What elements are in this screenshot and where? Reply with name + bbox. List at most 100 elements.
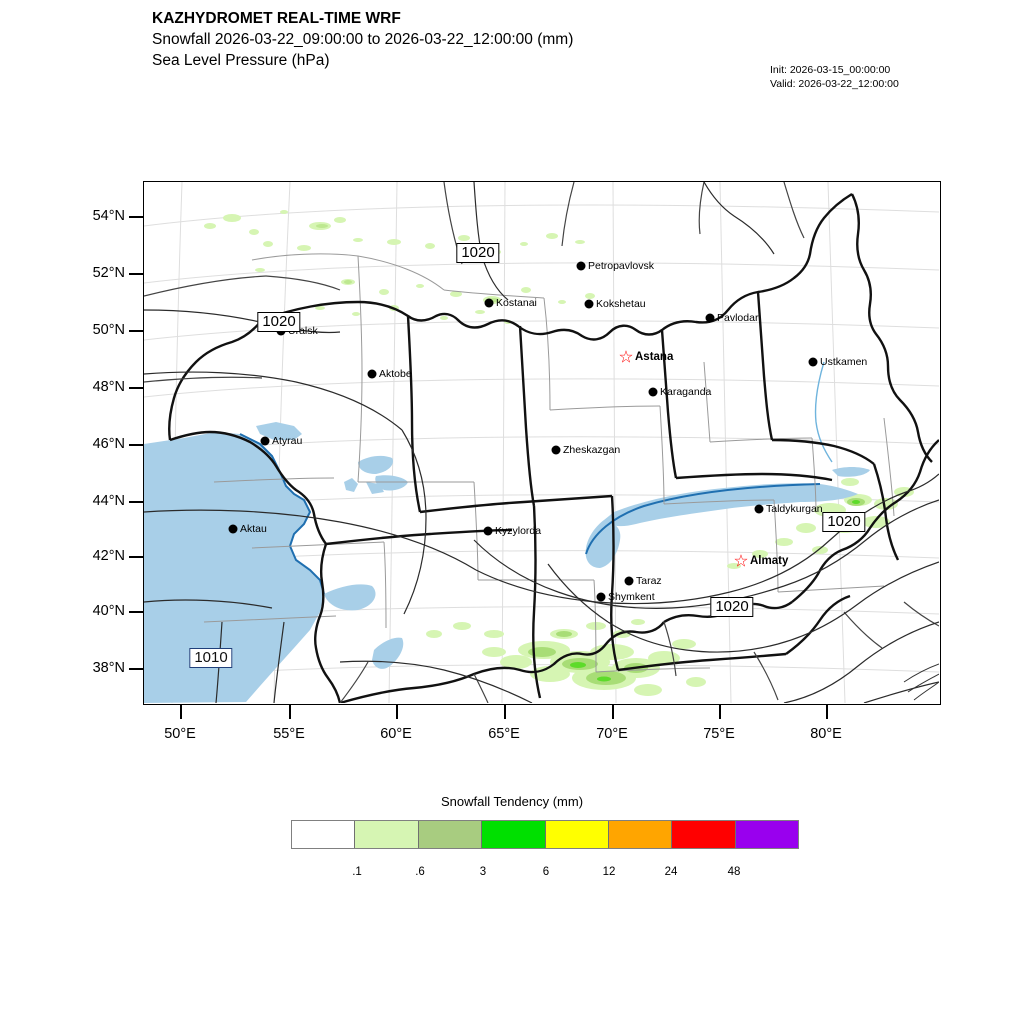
oblast-line-8 (756, 291, 774, 441)
border-kz-west-2 (169, 430, 327, 545)
lat-tick (129, 387, 143, 389)
lon-tick (504, 705, 506, 719)
colorbar-segment-1[interactable] (354, 821, 418, 848)
border-kz-north (261, 192, 853, 341)
oblast-line-4 (532, 505, 542, 699)
colorbar-tick-label: 6 (542, 866, 550, 878)
snowfall-period-title: Snowfall 2026-03-22_09:00:00 to 2026-03-… (152, 31, 574, 48)
isobar-e1 (783, 499, 939, 587)
isobar-s3 (729, 491, 907, 593)
lat-label: 38°N (92, 660, 125, 676)
oblast-line-7 (610, 495, 620, 671)
neighbour-borders (144, 182, 939, 703)
lat-label: 54°N (92, 208, 125, 224)
init-time: Init: 2026-03-15_00:00:00 (770, 64, 891, 76)
isobar-e3 (473, 539, 559, 593)
isobar-far-e (863, 681, 939, 703)
oblast-line-5 (660, 329, 678, 479)
city-label-kokshetau: Kokshetau (596, 298, 646, 310)
lat-label: 48°N (92, 379, 125, 395)
city-marker-dot (624, 576, 634, 586)
lat-label: 50°N (92, 322, 125, 338)
map-graphics (144, 182, 939, 703)
edge-hatching (903, 663, 939, 701)
isobar-value-label: 1010 (189, 648, 233, 668)
isobar-1020-north (473, 182, 509, 301)
lon-label: 60°E (380, 726, 412, 742)
colorbar-tick-label: .6 (415, 866, 425, 878)
city-marker-dot (705, 313, 715, 323)
lon-label: 80°E (810, 726, 842, 742)
oblast-line-13 (872, 463, 900, 561)
city-label-aktobe: Aktobe (379, 368, 412, 380)
city-label-taraz: Taraz (636, 575, 662, 587)
lat-tick (129, 273, 143, 275)
lon-tick (719, 705, 721, 719)
lat-label: 42°N (92, 548, 125, 564)
colorbar[interactable] (291, 820, 799, 849)
country-borders (168, 192, 939, 703)
lat-tick (129, 668, 143, 670)
lake-balkhash-west (585, 520, 621, 568)
lon-tick (396, 705, 398, 719)
model-run-info: Init: 2026-03-15_00:00:00 Valid: 2026-03… (770, 63, 899, 91)
city-marker-dot (484, 298, 494, 308)
isobar-sw1 (144, 599, 273, 609)
colorbar-segment-7[interactable] (734, 821, 798, 848)
snowfall-shading-northwest (204, 210, 595, 324)
city-marker-dot (754, 504, 764, 514)
city-label-ustkamen: Ustkamen (820, 356, 868, 368)
lat-tick (129, 444, 143, 446)
lat-label: 40°N (92, 603, 125, 619)
colorbar-tick-label: .1 (352, 866, 362, 878)
oblast-line-11 (617, 652, 787, 672)
isobar-se2 (607, 621, 779, 653)
lon-label: 50°E (164, 726, 196, 742)
lake-balkhash-shore (585, 483, 821, 555)
city-label-karaganda: Karaganda (660, 386, 712, 398)
isobar-value-label: 1020 (456, 243, 500, 263)
city-marker-dot (551, 445, 561, 455)
isobar-value-label: 1020 (710, 597, 754, 617)
border-kz-cn-south (791, 439, 939, 603)
slp-title: Sea Level Pressure (hPa) (152, 52, 330, 69)
colorbar-tick-label: 48 (727, 866, 741, 878)
lat-label: 52°N (92, 265, 125, 281)
city-label-taldykurgan: Taldykurgan (766, 503, 823, 515)
oblast-line-2 (419, 494, 613, 514)
city-marker-dot (367, 369, 377, 379)
lake-zaysan (832, 467, 870, 477)
isobar-value-label: 1020 (822, 512, 866, 532)
lon-tick (180, 705, 182, 719)
colorbar-title: Snowfall Tendency (mm) (440, 794, 584, 809)
oblast-line-9 (771, 438, 875, 465)
colorbar-segment-6[interactable] (671, 821, 735, 848)
city-marker-dot (648, 387, 658, 397)
city-marker-dot (483, 526, 493, 536)
lon-tick (826, 705, 828, 719)
valid-time: Valid: 2026-03-22_12:00:00 (770, 78, 899, 90)
colorbar-segment-3[interactable] (481, 821, 545, 848)
water-bodies (144, 361, 870, 703)
isobar-ne (703, 182, 775, 255)
isobar-sw2 (339, 660, 533, 703)
lat-label: 44°N (92, 493, 125, 509)
city-label-astana: Astana (635, 351, 674, 363)
lat-tick (129, 611, 143, 613)
caspian-inlet-north (256, 422, 302, 440)
isobar-1020-w (144, 371, 403, 431)
colorbar-segment-4[interactable] (544, 821, 608, 848)
city-label-kostanai: Kostanai (496, 297, 537, 309)
colorbar-segment-0[interactable] (292, 821, 355, 848)
colorbar-tick-label: 12 (602, 866, 616, 878)
colorbar-segment-2[interactable] (417, 821, 482, 848)
city-label-zheskazgan: Zheskazgan (563, 444, 621, 456)
lon-label: 70°E (596, 726, 628, 742)
city-label-petropavlovsk: Petropavlovsk (588, 260, 654, 272)
map-panel[interactable]: Petropavlovsk Kostanai Kokshetau Pavlodar Ur… (143, 181, 941, 705)
colorbar-tick-label: 3 (479, 866, 487, 878)
lon-tick (289, 705, 291, 719)
city-marker-dot (576, 261, 586, 271)
colorbar-segment-5[interactable] (607, 821, 672, 848)
city-label-shymkent: Shymkent (608, 591, 655, 603)
